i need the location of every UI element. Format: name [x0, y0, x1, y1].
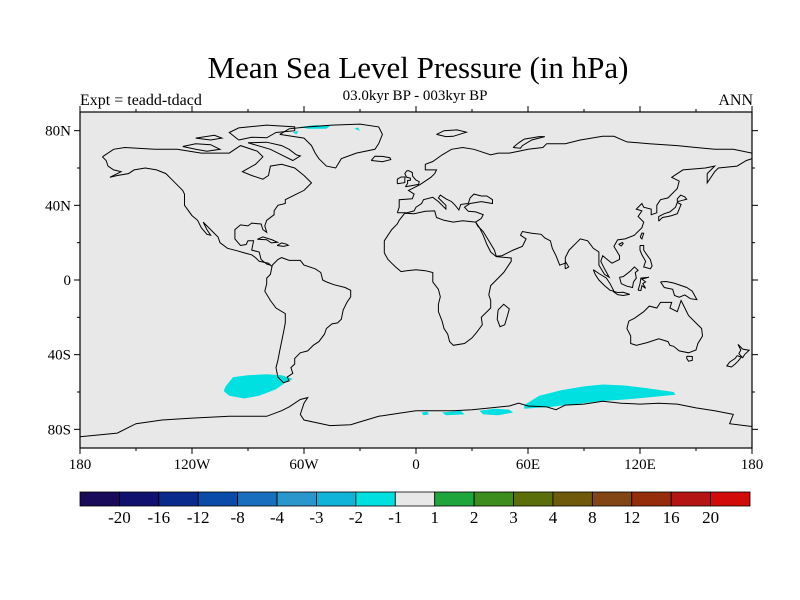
coastline-segment — [279, 123, 383, 169]
greenland-anomaly-part-7 — [354, 127, 360, 131]
greenland-anomaly-part-3 — [442, 410, 465, 416]
colorbar-swatch — [513, 491, 554, 507]
coastline-segment — [276, 242, 290, 247]
coastline-segment — [247, 141, 302, 162]
coastline-segment — [686, 355, 693, 362]
coastline-segment — [592, 269, 615, 292]
map-axes: 180 120W 60W 0 60E 120E 180 80N 40N 0 40S 80S — [45, 106, 763, 473]
coastline-segment — [370, 155, 392, 163]
colorbar-swatch — [158, 491, 199, 507]
coastline-segment — [737, 344, 751, 359]
x-tick-label: 180 — [69, 457, 92, 473]
x-tick-label: 0 — [412, 457, 420, 473]
colorbar-label: 1 — [430, 508, 439, 527]
map-title: Mean Sea Level Pressure (in hPa) — [207, 50, 629, 85]
coastline-segment — [564, 260, 570, 270]
coastline-segment — [658, 201, 682, 222]
colorbar-swatch — [119, 491, 160, 507]
coastline-segment — [725, 355, 743, 368]
colorbar-label: -1 — [388, 508, 402, 527]
colorbar-swatch — [237, 491, 278, 507]
y-tick-label: 40N — [45, 198, 71, 214]
coastline-segment — [228, 124, 296, 141]
colorbar-label: 20 — [702, 508, 719, 527]
coastline-segment — [404, 170, 420, 188]
y-tick-label: 0 — [64, 273, 72, 289]
colorbar-label: 4 — [549, 508, 558, 527]
x-tick-label: 120W — [174, 457, 212, 473]
anomaly-layer — [223, 125, 676, 416]
x-tick-label: 60W — [289, 457, 319, 473]
coastline-segment — [676, 194, 688, 203]
colorbar-swatch — [631, 491, 672, 507]
coastline-segment — [195, 134, 224, 141]
colorbar-label: -20 — [108, 508, 131, 527]
colorbar-swatch — [434, 491, 475, 507]
experiment-label: Expt = teadd-tdacd — [80, 92, 202, 109]
coastline-segment — [396, 135, 752, 279]
colorbar: -20 -16 -12 -8 -4 -3 -2 -1 1 2 3 4 8 12 16 20 — [79, 491, 751, 527]
coastline-segment — [637, 276, 650, 292]
coastline-segment — [512, 136, 545, 149]
coastline-segment — [80, 396, 752, 438]
colorbar-swatch — [79, 491, 120, 507]
coastline-segment — [436, 129, 469, 138]
coastline-segment — [257, 236, 280, 244]
colorbar-label: -16 — [147, 508, 170, 527]
colorbar-label: -12 — [187, 508, 210, 527]
coastline-layer — [80, 123, 752, 438]
coastline-segment — [496, 303, 510, 328]
colorbar-swatch — [316, 491, 357, 507]
colorbar-label: 3 — [509, 508, 518, 527]
coastline-segment — [619, 266, 639, 289]
colorbar-swatch — [670, 491, 711, 507]
map-panel — [80, 112, 752, 448]
colorbar-label: 8 — [588, 508, 597, 527]
colorbar-swatch — [710, 491, 751, 507]
coastline-segment — [264, 257, 352, 384]
coastline-segment — [182, 143, 222, 152]
colorbar-label: 16 — [663, 508, 680, 527]
colorbar-swatch — [355, 491, 396, 507]
coastline-segment — [639, 232, 645, 240]
coastline-segment — [660, 280, 698, 301]
colorbar-swatch — [394, 491, 436, 507]
colorbar-swatch — [552, 491, 593, 507]
coastline-segment — [626, 299, 704, 354]
colorbar-label: -3 — [309, 508, 323, 527]
colorbar-swatch — [591, 491, 633, 507]
map-background — [80, 112, 752, 448]
coastline-segment — [639, 245, 653, 270]
colorbar-label: -2 — [349, 508, 363, 527]
y-tick-label: 80N — [45, 124, 71, 140]
coastline-segment — [396, 176, 406, 185]
x-tick-label: 60E — [516, 457, 540, 473]
colorbar-label: 12 — [623, 508, 640, 527]
colorbar-swatch — [276, 491, 317, 507]
coastline-segment — [102, 145, 313, 268]
colorbar-swatch — [473, 491, 514, 507]
season-label: ANN — [718, 92, 753, 109]
x-tick-label: 180 — [741, 457, 764, 473]
greenland-anomaly-part-4 — [421, 411, 430, 416]
map-subtitle: 03.0kyr BP - 003kyr BP — [342, 88, 488, 104]
y-tick-label: 80S — [48, 422, 71, 438]
south-pacific-anomaly-part-0 — [223, 374, 293, 399]
x-tick-label: 120E — [624, 457, 656, 473]
greenland-anomaly-part-6 — [292, 130, 299, 135]
greenland-anomaly-part-2 — [479, 408, 514, 416]
colorbar-swatch — [197, 491, 239, 507]
colorbar-label: 2 — [470, 508, 479, 527]
coastline-segment — [383, 210, 512, 346]
colorbar-label: -4 — [270, 508, 285, 527]
colorbar-label: -8 — [231, 508, 245, 527]
y-tick-label: 40S — [48, 348, 71, 364]
southern-ocean-anomaly-part-1 — [524, 384, 676, 409]
coastline-segment — [618, 241, 624, 247]
coastline-segment — [612, 290, 630, 297]
